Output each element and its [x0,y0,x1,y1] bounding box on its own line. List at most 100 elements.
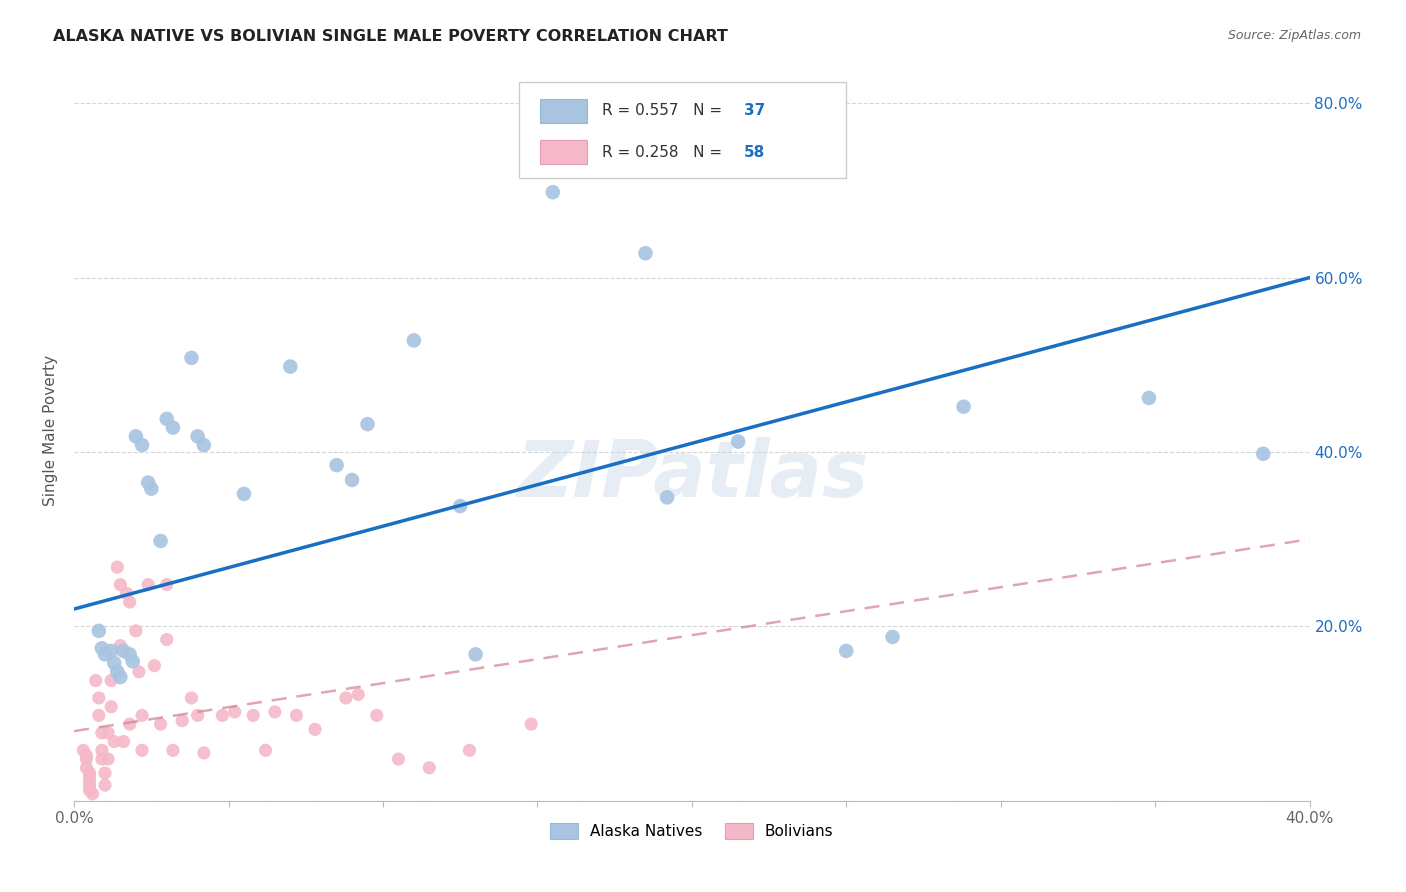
Point [835,644,858,658]
Point [727,434,749,449]
Point [115,586,138,600]
Point [541,185,564,199]
FancyBboxPatch shape [540,140,586,164]
Y-axis label: Single Male Poverty: Single Male Poverty [44,355,58,506]
Point [141,482,163,496]
Point [75,748,97,763]
Point [79,778,101,792]
Point [128,665,150,679]
Point [79,774,101,789]
Point [110,639,132,653]
Point [105,560,128,574]
Point [156,632,179,647]
Point [143,658,166,673]
Point [193,438,215,452]
Point [335,690,357,705]
Point [278,359,301,374]
Point [172,714,194,728]
Point [84,673,107,688]
Point [149,717,172,731]
Point [97,752,120,766]
Point [458,743,481,757]
Point [125,624,148,638]
Point [180,690,202,705]
Point [224,705,246,719]
Point [233,487,256,501]
Point [121,654,143,668]
Point [1137,391,1160,405]
Point [340,473,363,487]
Point [136,475,159,490]
Point [131,743,153,757]
Point [79,783,101,797]
Point [103,656,125,670]
Point [118,595,141,609]
Point [87,708,110,723]
Point [97,726,120,740]
Point [1251,447,1274,461]
Text: ALASKA NATIVE VS BOLIVIAN SINGLE MALE POVERTY CORRELATION CHART: ALASKA NATIVE VS BOLIVIAN SINGLE MALE PO… [53,29,728,44]
Point [387,752,409,766]
Point [366,708,388,723]
Text: R = 0.258   N =: R = 0.258 N = [602,145,727,160]
Text: 37: 37 [744,103,765,119]
Point [187,429,209,443]
Point [242,708,264,723]
Point [105,665,128,679]
Point [90,743,112,757]
Text: Source: ZipAtlas.com: Source: ZipAtlas.com [1227,29,1361,42]
Point [634,246,657,260]
Point [304,723,326,737]
Point [162,420,184,434]
Point [112,734,135,748]
Point [193,746,215,760]
Point [285,708,308,723]
Point [100,673,122,688]
Point [418,761,440,775]
Point [87,690,110,705]
Point [131,708,153,723]
Text: 58: 58 [744,145,765,160]
Point [402,334,425,348]
Point [449,499,471,513]
Point [112,644,135,658]
Text: R = 0.557   N =: R = 0.557 N = [602,103,727,119]
Point [100,699,122,714]
Point [94,648,117,662]
Legend: Alaska Natives, Bolivians: Alaska Natives, Bolivians [544,817,839,845]
Point [118,648,141,662]
Point [90,726,112,740]
Point [110,577,132,591]
FancyBboxPatch shape [519,82,846,178]
Point [149,533,172,548]
Point [187,708,209,723]
Point [464,648,486,662]
Text: ZIPatlas: ZIPatlas [516,437,868,513]
Point [131,438,153,452]
Point [347,688,370,702]
Point [87,624,110,638]
Point [118,717,141,731]
Point [180,351,202,365]
Point [103,734,125,748]
Point [100,644,122,658]
FancyBboxPatch shape [540,99,586,122]
Point [156,412,179,426]
Point [254,743,277,757]
Point [520,717,543,731]
Point [90,752,112,766]
Point [136,577,159,591]
Point [211,708,233,723]
Point [162,743,184,757]
Point [79,766,101,780]
Point [94,766,117,780]
Point [325,458,347,472]
Point [79,769,101,783]
Point [263,705,285,719]
Point [75,761,97,775]
Point [110,670,132,684]
Point [952,400,974,414]
Point [90,641,112,656]
Point [75,752,97,766]
Point [125,429,148,443]
